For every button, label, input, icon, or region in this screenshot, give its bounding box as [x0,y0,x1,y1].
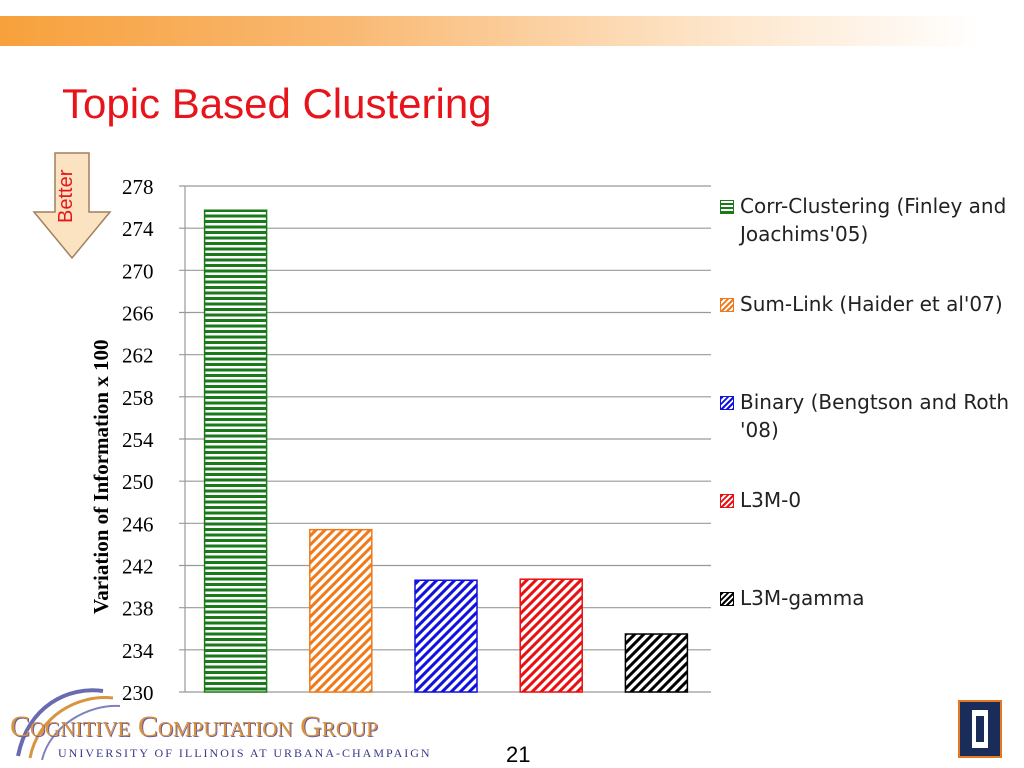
better-label: Better [55,169,77,223]
y-tick-label: 246 [122,512,154,536]
page-number: 21 [506,742,531,767]
y-tick-label: 270 [122,259,154,283]
y-tick-label: 266 [122,302,154,326]
y-tick-label: 258 [122,386,154,410]
legend-item: Corr-Clustering (Finley and Joachims'05) [720,192,1010,248]
logo-main-text: Cognitive Computation Group [10,710,378,743]
legend-item: Sum-Link (Haider et al'07) [720,290,1010,318]
legend-swatch [720,396,734,410]
bar-l3m-gamma [624,633,689,693]
legend-item: L3M-0 [720,486,1010,514]
y-tick-label: 238 [122,597,154,621]
legend-item: L3M-gamma [720,584,1010,612]
y-tick-label: 230 [122,681,154,705]
bar-corr-clustering [203,209,268,693]
header-gradient-bar [0,16,980,46]
y-tick-label: 234 [122,639,154,663]
legend-swatch [720,200,734,214]
slide-title: Topic Based Clustering [62,80,492,127]
legend-swatch [720,494,734,508]
cognitive-computation-group-logo: Cognitive Computation Group UNIVERSITY O… [8,686,488,766]
bar-sum-link [309,528,373,693]
bar-l3m-0 [519,578,583,693]
illinois-logo [958,700,1002,758]
bar-binary [414,579,478,693]
y-tick-label: 250 [122,470,154,494]
y-tick-label: 242 [122,555,154,579]
legend-label: Binary (Bengtson and Roth '08) [740,390,1010,442]
legend-label: Corr-Clustering (Finley and Joachims'05) [740,194,1007,246]
legend-label: L3M-0 [740,488,802,512]
better-arrow: Better [32,152,112,260]
legend-swatch [720,592,734,606]
y-tick-label: 254 [122,428,154,452]
y-tick-label: 274 [122,217,154,241]
legend-label: Sum-Link (Haider et al'07) [740,292,1003,316]
y-tick-label: 278 [122,175,154,199]
legend-swatch [720,298,734,312]
y-tick-label: 262 [122,344,154,368]
y-axis-label: Variation of Information x 100 [89,339,113,614]
legend-item: Binary (Bengtson and Roth '08) [720,388,1010,444]
logo-sub-text: UNIVERSITY OF ILLINOIS AT URBANA-CHAMPAI… [58,746,432,760]
legend-label: L3M-gamma [740,586,865,610]
